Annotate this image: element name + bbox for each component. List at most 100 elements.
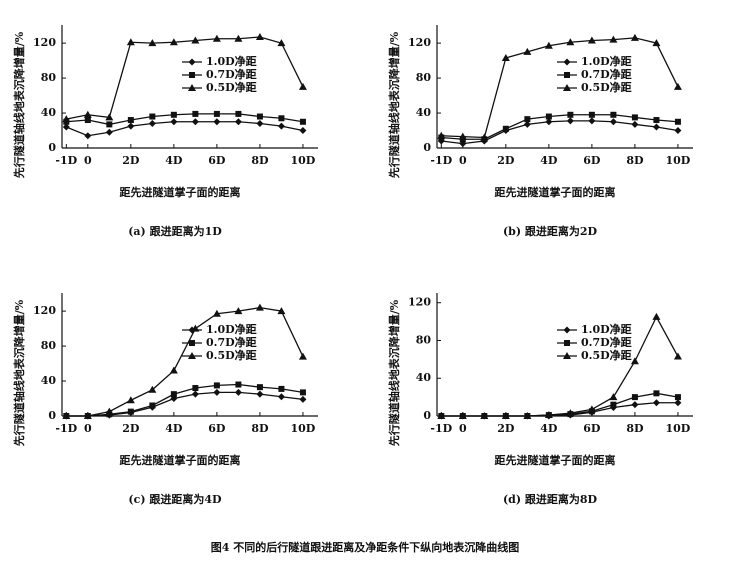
legend-label: 0.7D净距 bbox=[206, 335, 257, 349]
chart-caption: (c) 跟进距离为4D bbox=[128, 492, 222, 506]
marker-square bbox=[610, 401, 617, 408]
x-tick-label: 0 bbox=[459, 422, 467, 435]
marker-square bbox=[256, 113, 263, 120]
marker-triangle bbox=[609, 393, 618, 401]
marker-square bbox=[192, 110, 199, 117]
marker-diamond bbox=[188, 58, 196, 66]
series-line bbox=[441, 315, 679, 417]
x-tick-label: 4D bbox=[540, 154, 558, 167]
marker-triangle bbox=[544, 411, 553, 419]
marker-square bbox=[674, 118, 681, 125]
marker-diamond bbox=[631, 401, 639, 409]
y-axis-label: 先行隧道轴线地表沉降增量/% bbox=[12, 31, 26, 178]
marker-square bbox=[545, 113, 552, 120]
marker-diamond bbox=[674, 127, 682, 135]
series-line bbox=[441, 37, 679, 139]
y-tick-label: 80 bbox=[41, 339, 57, 352]
marker-triangle bbox=[191, 324, 200, 332]
series-line bbox=[441, 120, 679, 145]
marker-diamond bbox=[563, 58, 571, 66]
x-tick-label: 4D bbox=[165, 422, 183, 435]
marker-triangle bbox=[566, 38, 575, 46]
x-tick-label: -1D bbox=[430, 154, 452, 167]
marker-triangle bbox=[630, 357, 639, 365]
y-tick-label: 40 bbox=[416, 371, 432, 384]
marker-triangle bbox=[501, 412, 510, 419]
marker-triangle bbox=[148, 39, 157, 47]
marker-diamond bbox=[62, 123, 70, 131]
marker-square bbox=[588, 111, 595, 118]
x-tick-label: 10D bbox=[666, 154, 691, 167]
legend-label: 1.0D净距 bbox=[206, 322, 257, 336]
marker-triangle bbox=[523, 412, 532, 419]
y-tick-label: 40 bbox=[41, 106, 57, 119]
marker-triangle bbox=[188, 352, 196, 359]
chart-caption: (a) 跟进距离为1D bbox=[128, 224, 222, 238]
x-tick-label: 2D bbox=[122, 154, 140, 167]
marker-triangle bbox=[480, 133, 489, 141]
marker-triangle bbox=[234, 307, 243, 315]
marker-diamond bbox=[277, 393, 285, 401]
series-line bbox=[66, 121, 304, 137]
marker-triangle bbox=[169, 366, 178, 374]
marker-square bbox=[170, 391, 177, 398]
marker-triangle bbox=[566, 409, 575, 417]
marker-square bbox=[564, 340, 570, 346]
marker-diamond bbox=[652, 123, 660, 131]
y-tick-label: 0 bbox=[48, 141, 56, 154]
marker-triangle bbox=[458, 132, 467, 140]
marker-square bbox=[192, 385, 199, 392]
series-line bbox=[441, 114, 678, 140]
y-tick-label: 0 bbox=[423, 141, 431, 154]
x-axis-label: 距先进隧道掌子面的距离 bbox=[495, 185, 616, 199]
marker-triangle bbox=[480, 412, 489, 419]
legend-label: 0.5D净距 bbox=[206, 348, 257, 362]
marker-triangle bbox=[587, 36, 596, 44]
marker-square bbox=[653, 117, 660, 124]
marker-square bbox=[653, 390, 660, 397]
marker-triangle bbox=[673, 352, 682, 360]
marker-triangle bbox=[126, 38, 135, 46]
marker-square bbox=[149, 402, 156, 409]
legend-label: 0.5D净距 bbox=[581, 348, 632, 362]
figure-caption: 图4 不同的后行隧道跟进距离及净距条件下纵向地表沉降曲线图 bbox=[211, 540, 519, 554]
x-axis-label: 距先进隧道掌子面的距离 bbox=[120, 453, 241, 467]
y-tick-label: 80 bbox=[416, 333, 432, 346]
x-tick-label: 0 bbox=[84, 154, 92, 167]
marker-square bbox=[631, 114, 638, 121]
series-line bbox=[66, 383, 304, 417]
marker-triangle bbox=[652, 312, 661, 320]
marker-triangle bbox=[587, 405, 596, 413]
x-tick-label: 2D bbox=[122, 422, 140, 435]
marker-square bbox=[84, 117, 91, 124]
marker-triangle bbox=[277, 39, 286, 47]
marker-diamond bbox=[523, 120, 531, 128]
marker-triangle bbox=[188, 84, 196, 91]
x-tick-label: -1D bbox=[430, 422, 452, 435]
legend-label: 0.5D净距 bbox=[206, 80, 257, 94]
marker-diamond bbox=[105, 128, 113, 136]
y-tick-label: 40 bbox=[416, 106, 432, 119]
marker-triangle bbox=[83, 412, 92, 419]
y-tick-label: 80 bbox=[416, 71, 432, 84]
x-tick-label: 8D bbox=[626, 422, 644, 435]
marker-diamond bbox=[127, 122, 135, 130]
marker-square bbox=[502, 125, 509, 132]
legend-label: 1.0D净距 bbox=[581, 322, 632, 336]
legend-label: 1.0D净距 bbox=[581, 54, 632, 68]
marker-square bbox=[189, 340, 195, 346]
marker-triangle bbox=[652, 39, 661, 47]
x-tick-label: 10D bbox=[666, 422, 691, 435]
marker-triangle bbox=[62, 115, 71, 123]
marker-diamond bbox=[256, 120, 264, 128]
x-tick-label: 6D bbox=[583, 154, 601, 167]
y-tick-label: 120 bbox=[408, 36, 431, 49]
x-tick-label: 4D bbox=[165, 154, 183, 167]
marker-square bbox=[213, 110, 220, 117]
x-tick-label: 0 bbox=[459, 154, 467, 167]
marker-triangle bbox=[544, 41, 553, 49]
marker-triangle bbox=[298, 352, 307, 360]
marker-diamond bbox=[234, 118, 242, 126]
marker-square bbox=[170, 111, 177, 118]
marker-diamond bbox=[234, 388, 242, 396]
